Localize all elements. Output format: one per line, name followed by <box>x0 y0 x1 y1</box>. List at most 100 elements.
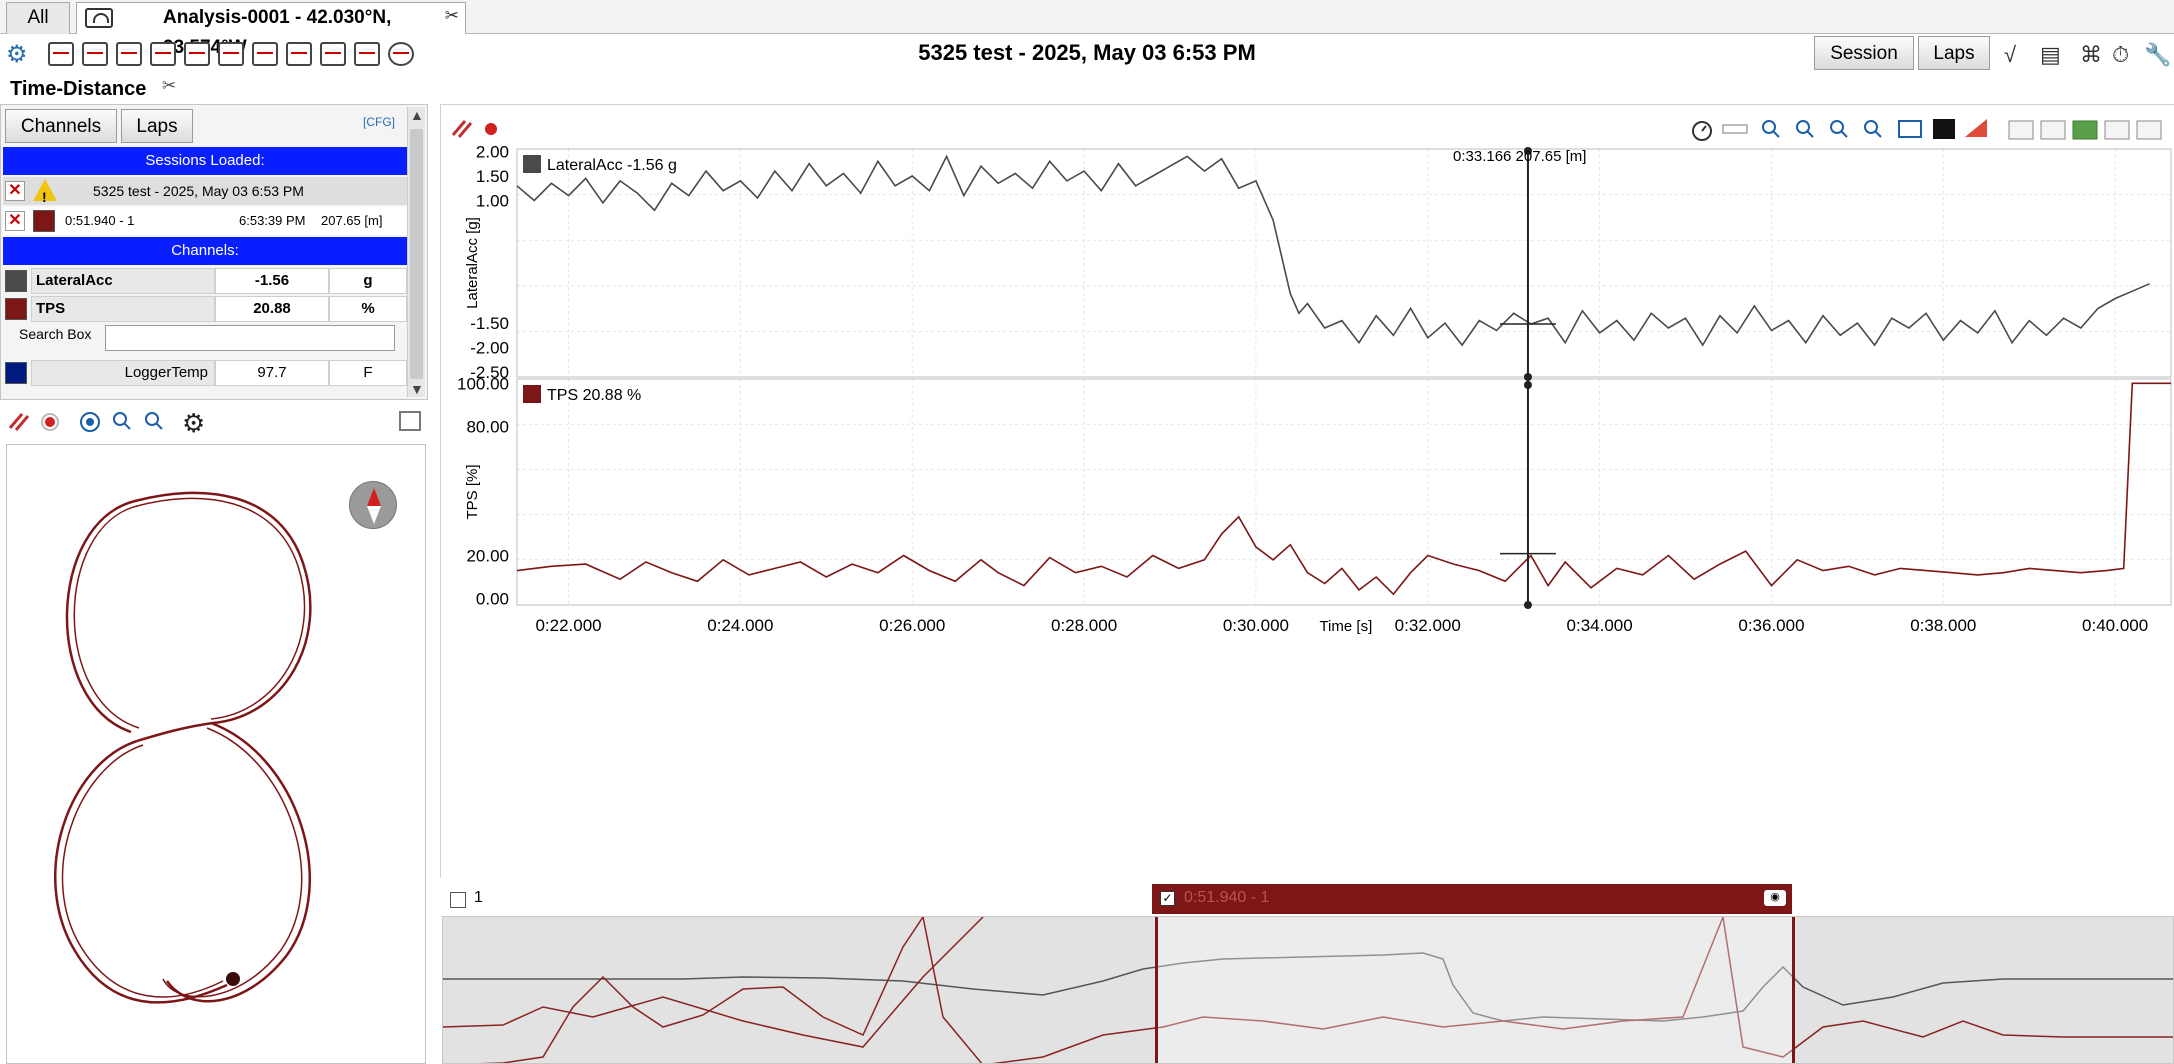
zoom-out-icon[interactable] <box>145 412 163 430</box>
cursor-handle <box>1523 147 1532 155</box>
x-tick-label: 0:32.000 <box>1395 616 1461 635</box>
lap-label: 0:51.940 - 1 <box>65 213 135 228</box>
ruler-icon[interactable] <box>1722 124 1748 134</box>
overview-selection-window[interactable] <box>1155 917 1795 1063</box>
map-settings-icon[interactable]: ⚙ <box>182 409 205 439</box>
plot-frame <box>516 148 2172 378</box>
channel-value: 97.7 <box>215 360 329 386</box>
lap-color-swatch[interactable] <box>33 210 55 232</box>
channels-button[interactable]: Channels <box>5 109 117 143</box>
settings-gear-icon[interactable]: ⚙ <box>6 41 28 68</box>
time-distance-close-icon[interactable]: ✂ <box>162 76 177 95</box>
zoom-in-icon[interactable] <box>113 412 131 430</box>
scroll-down-icon[interactable]: ▼ <box>410 381 424 397</box>
pencil-icon[interactable] <box>8 413 30 431</box>
track-report-icon[interactable] <box>218 42 244 66</box>
cursor-readout: 0:33.166 207.65 [m] <box>1453 148 1587 165</box>
selected-lap-checkbox[interactable]: ✓ <box>1160 891 1175 906</box>
laps-button[interactable]: Laps <box>1918 36 1990 70</box>
legend-label: LateralAcc -1.56 g <box>547 157 677 174</box>
channel-color-swatch[interactable] <box>5 362 27 384</box>
line-graph-icon[interactable] <box>48 42 74 66</box>
lateralacc-line <box>516 154 2150 347</box>
channel-count-icon[interactable] <box>1933 119 1955 139</box>
channels-panel: Channels Laps [CFG] Sessions Loaded: ✕ 5… <box>0 104 428 400</box>
histogram-icon[interactable] <box>116 42 142 66</box>
legend-label: TPS 20.88 % <box>547 387 641 404</box>
session-button[interactable]: Session <box>1814 36 1914 70</box>
channel-unit: g <box>329 268 407 294</box>
map-icon[interactable] <box>286 42 312 66</box>
track-map-panel[interactable] <box>6 444 426 1064</box>
channel-value: 20.88 <box>215 296 329 322</box>
track-icon[interactable]: ⌘ <box>2080 42 2102 67</box>
zoom-in-chart-icon[interactable] <box>1796 120 1814 138</box>
center-target-icon[interactable] <box>80 412 100 432</box>
tab-close-icon[interactable]: ✂ <box>444 6 459 25</box>
laps-tab-button[interactable]: Laps <box>121 109 193 143</box>
chart-pencil-icon[interactable] <box>451 120 473 138</box>
layout-grid-icon[interactable] <box>2104 120 2130 140</box>
overlay-icon[interactable] <box>1898 120 1922 138</box>
session-row[interactable]: ✕ 5325 test - 2025, May 03 6:53 PM <box>3 177 407 211</box>
eye-icon[interactable]: ◉ <box>1764 890 1786 906</box>
scatter-icon[interactable] <box>82 42 108 66</box>
remove-lap-icon[interactable]: ✕ <box>5 211 25 231</box>
map-export-icon[interactable] <box>399 411 421 431</box>
scroll-up-icon[interactable]: ▲ <box>410 107 424 123</box>
zoom-region-icon[interactable] <box>1762 120 1780 138</box>
record-icon[interactable] <box>388 42 414 66</box>
delta-icon[interactable] <box>1965 119 1987 137</box>
selected-lap-bar[interactable]: ✓ 0:51.940 - 1 ◉ <box>1152 884 1792 914</box>
report-icon[interactable] <box>184 42 210 66</box>
timer-icon[interactable]: ⏱ <box>2112 42 2130 67</box>
config-icon[interactable]: [CFG] <box>363 115 395 129</box>
tps-line <box>516 382 2171 596</box>
map-toolbar: ⚙ <box>0 402 428 442</box>
y-tick-label: 1.00 <box>476 191 509 210</box>
channel-row[interactable]: TPS 20.88 % <box>3 295 407 323</box>
channel-row[interactable]: LoggerTemp 97.7 F <box>3 359 407 387</box>
tab-analysis[interactable]: Analysis-0001 - 42.030°N, 93.574°W ✂ <box>76 2 466 58</box>
bar-chart-icon[interactable] <box>150 42 176 66</box>
lap-row[interactable]: ✕ 0:51.940 - 1 6:53:39 PM 207.65 [m] <box>3 207 407 235</box>
channels-scrollbar[interactable]: ▲ ▼ <box>407 107 425 397</box>
x-tick-label: 0:36.000 <box>1738 616 1804 635</box>
remove-session-icon[interactable]: ✕ <box>5 181 25 201</box>
search-label: Search Box <box>19 326 92 342</box>
cursor-handle <box>1523 381 1532 389</box>
math-channel-icon[interactable]: √ <box>2004 42 2017 67</box>
compass-icon[interactable] <box>349 481 397 529</box>
channel-color-swatch[interactable] <box>5 298 27 320</box>
layout-grid6-icon[interactable] <box>2136 120 2162 140</box>
time-distance-chart[interactable]: 2.00 1.50 1.00 -1.50 -2.00 -2.50 LateralAcc [g… <box>441 105 2174 879</box>
compare-icon[interactable]: ▤ <box>2040 42 2061 67</box>
stopwatch-icon[interactable] <box>1692 121 1712 141</box>
channel-unit: F <box>329 360 407 386</box>
main-toolbar: ⚙ 5325 test - 2025, May 03 6:53 PM Sessi… <box>0 36 2174 78</box>
calendar-icon[interactable] <box>252 42 278 66</box>
overview-strip[interactable] <box>442 916 2174 1064</box>
y-axis-label: TPS [%] <box>464 464 481 519</box>
wrench-icon[interactable]: 🔧 <box>2144 42 2172 67</box>
search-input[interactable] <box>105 325 395 351</box>
zoom-fit-icon[interactable] <box>1864 120 1882 138</box>
tab-all[interactable]: All <box>6 2 70 34</box>
layout-stack-icon[interactable] <box>2072 120 2098 140</box>
time-distance-chart-area[interactable]: 2.00 1.50 1.00 -1.50 -2.00 -2.50 LateralAcc [g… <box>440 104 2174 878</box>
overview-lap-number: 1 <box>474 889 483 906</box>
xy-plot-icon[interactable] <box>320 42 346 66</box>
chart-record-icon[interactable] <box>485 123 497 135</box>
zoom-out-chart-icon[interactable] <box>1830 120 1848 138</box>
channel-color-swatch[interactable] <box>5 270 27 292</box>
channel-row[interactable]: LateralAcc -1.56 g <box>3 267 407 295</box>
overview-header: 1 ✓ 0:51.940 - 1 ◉ <box>440 880 2174 916</box>
layout-1-icon[interactable] <box>2008 120 2034 140</box>
gauge-icon[interactable] <box>354 42 380 66</box>
scroll-thumb[interactable] <box>410 129 423 379</box>
lap-distance: 207.65 [m] <box>321 213 383 228</box>
analysis-gauge-icon <box>85 8 113 28</box>
track-map <box>54 491 312 1004</box>
overview-checkbox[interactable] <box>450 892 466 908</box>
layout-2-icon[interactable] <box>2040 120 2066 140</box>
